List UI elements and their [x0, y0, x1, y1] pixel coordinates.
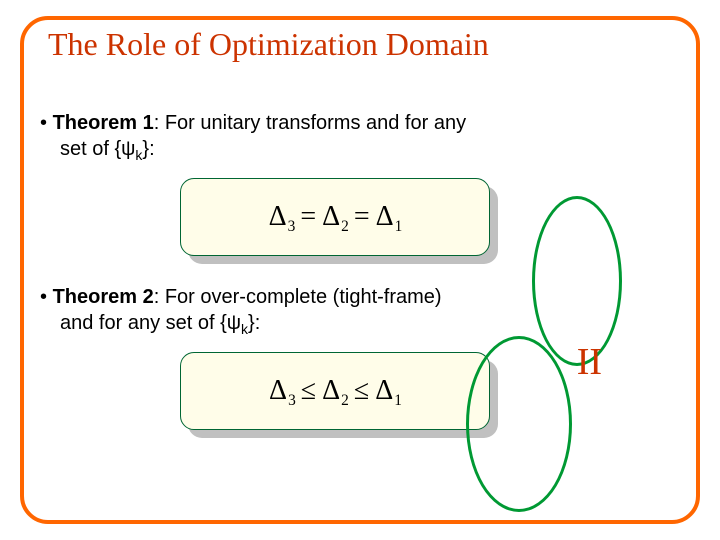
delta-sub: 3 [288, 218, 296, 236]
theorem-2-label: Theorem 2 [53, 286, 154, 308]
delta-glyph: Δ [376, 201, 394, 233]
theorem-2-sub: k [241, 321, 248, 337]
slide-title: The Role of Optimization Domain [48, 26, 489, 63]
delta-sub: 2 [341, 218, 349, 236]
delta-glyph: Δ [322, 201, 340, 233]
equation-1: Δ3 = Δ2 = Δ1 [180, 178, 490, 256]
delta-glyph: Δ [269, 201, 287, 233]
theorem-2-tail: }: [248, 312, 260, 334]
bullet-theorem-2: Theorem 2: For over-complete (tight-fram… [40, 284, 470, 338]
delta-sub: 1 [394, 392, 402, 410]
delta-glyph: Δ [322, 375, 340, 407]
delta-sub: 3 [288, 392, 296, 410]
slide-body: Theorem 1: For unitary transforms and fo… [40, 110, 680, 510]
bullet-theorem-1: Theorem 1: For unitary transforms and fo… [40, 110, 470, 164]
leq-op: ≤ [301, 375, 316, 407]
equation-box-1: Δ3 = Δ2 = Δ1 [180, 178, 490, 256]
roman-two-label: II [577, 340, 602, 384]
delta-sub: 2 [341, 392, 349, 410]
equation-box-2: Δ3 ≤ Δ2 ≤ Δ1 [180, 352, 490, 430]
delta-glyph: Δ [269, 375, 287, 407]
leq-op: ≤ [354, 375, 369, 407]
equation-2: Δ3 ≤ Δ2 ≤ Δ1 [180, 352, 490, 430]
theorem-1-tail: }: [142, 138, 154, 160]
eq-op: = [354, 201, 370, 233]
delta-sub: 1 [395, 218, 403, 236]
eq-op: = [300, 201, 316, 233]
theorem-1-label: Theorem 1 [53, 112, 154, 134]
delta-glyph: Δ [375, 375, 393, 407]
